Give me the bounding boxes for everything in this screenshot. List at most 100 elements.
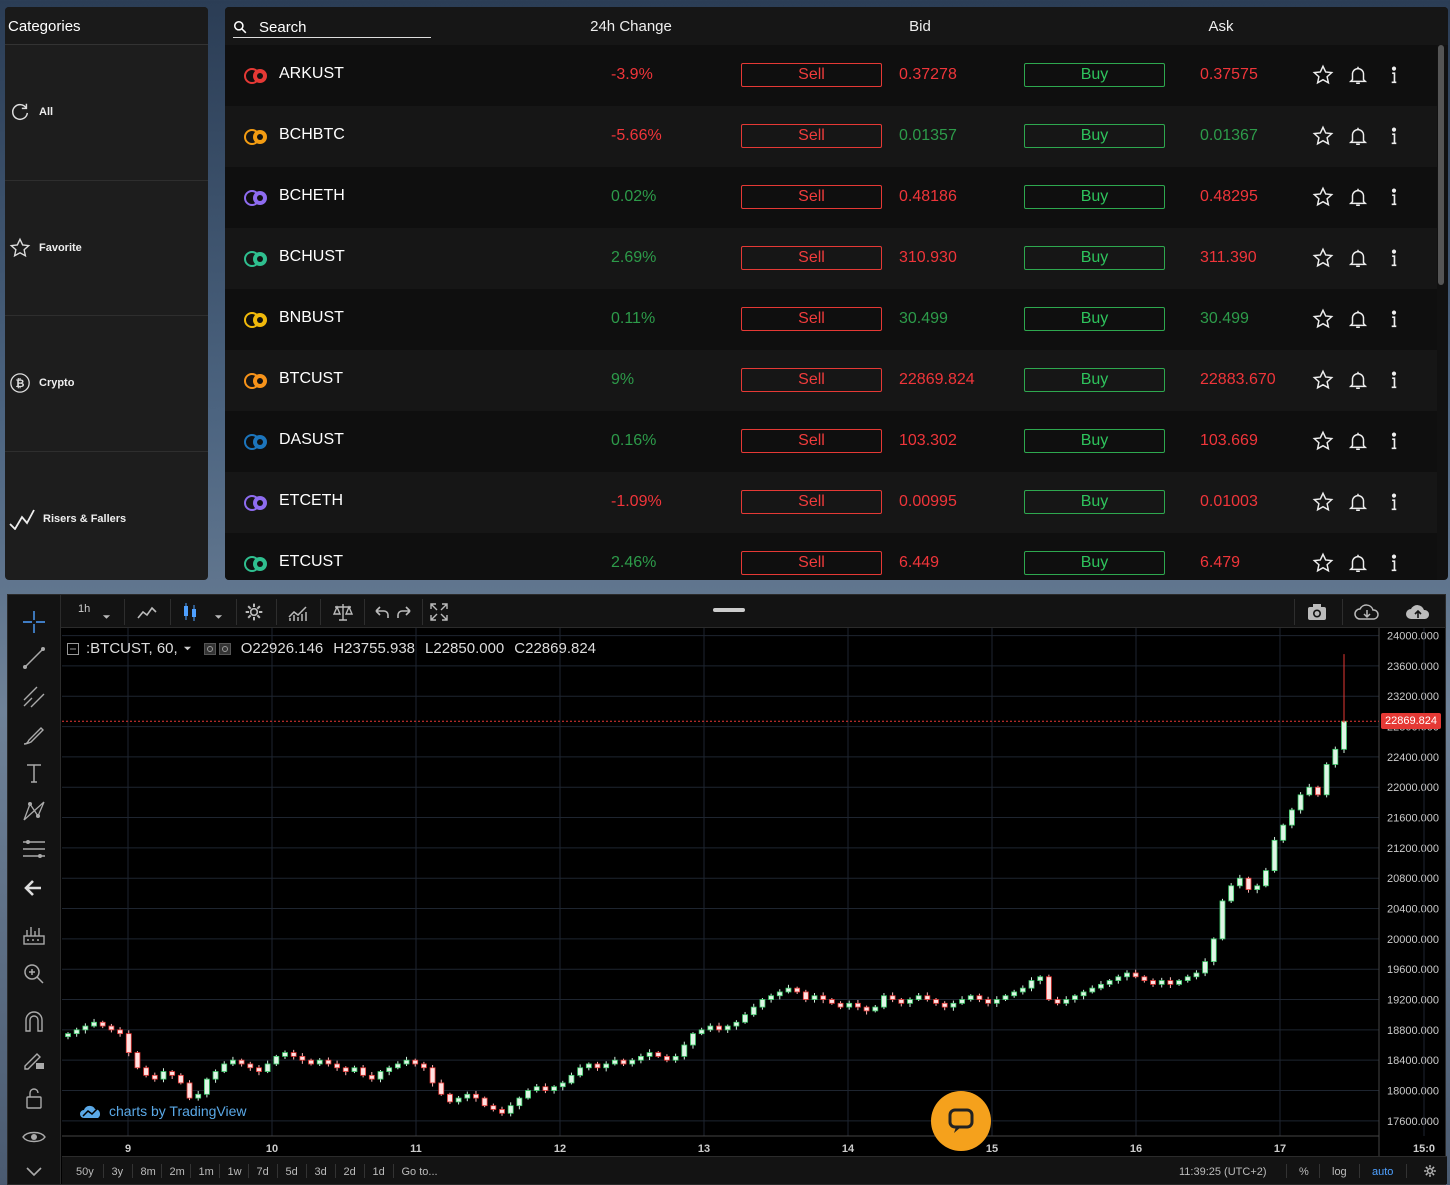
trend-line-icon[interactable] [21, 645, 47, 671]
buy-button[interactable]: Buy [1024, 246, 1165, 270]
buy-button[interactable]: Buy [1024, 124, 1165, 148]
range-1d[interactable]: 1d [372, 1166, 385, 1178]
collapse-handle[interactable] [713, 608, 745, 612]
tradingview-watermark[interactable]: charts by TradingView [79, 1103, 246, 1119]
chevron-down-icon[interactable] [183, 644, 192, 653]
range-2m[interactable]: 2m [169, 1166, 185, 1178]
range-50y[interactable]: 50y [76, 1166, 94, 1178]
row-symbol[interactable]: BCHETH [279, 187, 345, 204]
buy-button[interactable]: Buy [1024, 185, 1165, 209]
row-symbol[interactable]: BTCUST [279, 370, 343, 387]
search-input[interactable]: Search [233, 17, 431, 38]
info-icon[interactable] [1383, 552, 1405, 574]
arrow-left-icon[interactable] [21, 875, 47, 901]
sell-button[interactable]: Sell [741, 368, 882, 392]
chevron-down-icon[interactable] [102, 606, 111, 628]
collapse-legend-icon[interactable] [67, 642, 79, 655]
legend-symbol[interactable]: :BTCUST, 60, [86, 640, 178, 657]
gear-icon[interactable] [1423, 1164, 1437, 1178]
favorite-star-icon[interactable] [1312, 491, 1334, 513]
crosshair-icon[interactable] [21, 609, 47, 635]
sell-button[interactable]: Sell [741, 551, 882, 575]
favorite-star-icon[interactable] [1312, 186, 1334, 208]
info-icon[interactable] [1383, 430, 1405, 452]
row-symbol[interactable]: DASUST [279, 431, 344, 448]
text-icon[interactable] [21, 760, 47, 786]
camera-icon[interactable] [1306, 601, 1328, 623]
category-risers-fallers[interactable]: Risers & Fallers [5, 452, 208, 581]
row-symbol[interactable]: ARKUST [279, 65, 344, 82]
favorite-star-icon[interactable] [1312, 369, 1334, 391]
bell-icon[interactable] [1347, 125, 1369, 147]
header-change[interactable]: 24h Change [590, 18, 672, 35]
info-icon[interactable] [1383, 369, 1405, 391]
sell-button[interactable]: Sell [741, 429, 882, 453]
category-favorite[interactable]: Favorite [5, 181, 208, 316]
magnet-icon[interactable] [21, 1009, 47, 1035]
row-symbol[interactable]: ETCETH [279, 492, 343, 509]
bell-icon[interactable] [1347, 491, 1369, 513]
header-bid[interactable]: Bid [909, 18, 931, 35]
measure-icon[interactable] [21, 922, 47, 948]
table-row[interactable]: ETCETH -1.09% Sell 0.00995 Buy 0.01003 [225, 472, 1437, 533]
row-symbol[interactable]: ETCUST [279, 553, 343, 570]
scrollbar[interactable] [1438, 45, 1444, 285]
sell-button[interactable]: Sell [741, 246, 882, 270]
table-row[interactable]: ARKUST -3.9% Sell 0.37278 Buy 0.37575 [225, 45, 1437, 106]
range-3d[interactable]: 3d [314, 1166, 327, 1178]
bell-icon[interactable] [1347, 308, 1369, 330]
buy-button[interactable]: Buy [1024, 368, 1165, 392]
table-row[interactable]: ETCUST 2.46% Sell 6.449 Buy 6.479 [225, 533, 1437, 580]
table-row[interactable]: BNBUST 0.11% Sell 30.499 Buy 30.499 [225, 289, 1437, 350]
range-5d[interactable]: 5d [285, 1166, 298, 1178]
range-1w[interactable]: 1w [227, 1166, 242, 1178]
info-icon[interactable] [1383, 64, 1405, 86]
info-icon[interactable] [1383, 491, 1405, 513]
row-symbol[interactable]: BCHUST [279, 248, 345, 265]
buy-button[interactable]: Buy [1024, 490, 1165, 514]
auto-toggle[interactable]: auto [1372, 1166, 1394, 1178]
gear-icon[interactable] [244, 601, 264, 623]
favorite-star-icon[interactable] [1312, 430, 1334, 452]
table-row[interactable]: BCHUST 2.69% Sell 310.930 Buy 311.390 [225, 228, 1437, 289]
range-8m[interactable]: 8m [140, 1166, 156, 1178]
row-symbol[interactable]: BNBUST [279, 309, 344, 326]
pencil-lock-icon[interactable] [21, 1046, 47, 1072]
range-1m[interactable]: 1m [198, 1166, 214, 1178]
log-toggle[interactable]: log [1332, 1166, 1347, 1178]
chevron-down-icon[interactable] [214, 606, 223, 628]
sell-button[interactable]: Sell [741, 185, 882, 209]
favorite-star-icon[interactable] [1312, 64, 1334, 86]
row-symbol[interactable]: BCHBTC [279, 126, 345, 143]
bell-icon[interactable] [1347, 247, 1369, 269]
parallel-channel-icon[interactable] [21, 684, 47, 710]
buy-button[interactable]: Buy [1024, 63, 1165, 87]
sell-button[interactable]: Sell [741, 63, 882, 87]
table-row[interactable]: DASUST 0.16% Sell 103.302 Buy 103.669 [225, 411, 1437, 472]
info-icon[interactable] [1383, 125, 1405, 147]
favorite-star-icon[interactable] [1312, 125, 1334, 147]
buy-button[interactable]: Buy [1024, 429, 1165, 453]
cloud-upload-icon[interactable] [1404, 601, 1432, 623]
compare-icon[interactable] [332, 601, 354, 623]
fib-icon[interactable] [21, 836, 47, 862]
favorite-star-icon[interactable] [1312, 308, 1334, 330]
table-row[interactable]: BCHBTC -5.66% Sell 0.01357 Buy 0.01367 [225, 106, 1437, 167]
favorite-star-icon[interactable] [1312, 247, 1334, 269]
range-7d[interactable]: 7d [256, 1166, 269, 1178]
indicators-icon[interactable] [287, 601, 309, 623]
fullscreen-icon[interactable] [429, 601, 449, 623]
category-crypto[interactable]: ₿ Crypto [5, 316, 208, 452]
info-icon[interactable] [1383, 247, 1405, 269]
bell-icon[interactable] [1347, 430, 1369, 452]
lock-icon[interactable] [21, 1085, 47, 1111]
percent-toggle[interactable]: % [1299, 1166, 1309, 1178]
sell-button[interactable]: Sell [741, 490, 882, 514]
bell-icon[interactable] [1347, 552, 1369, 574]
redo-icon[interactable] [396, 601, 414, 623]
category-all[interactable]: All [5, 45, 208, 181]
range-2d[interactable]: 2d [343, 1166, 356, 1178]
buy-button[interactable]: Buy [1024, 551, 1165, 575]
table-row[interactable]: BCHETH 0.02% Sell 0.48186 Buy 0.48295 [225, 167, 1437, 228]
sell-button[interactable]: Sell [741, 124, 882, 148]
